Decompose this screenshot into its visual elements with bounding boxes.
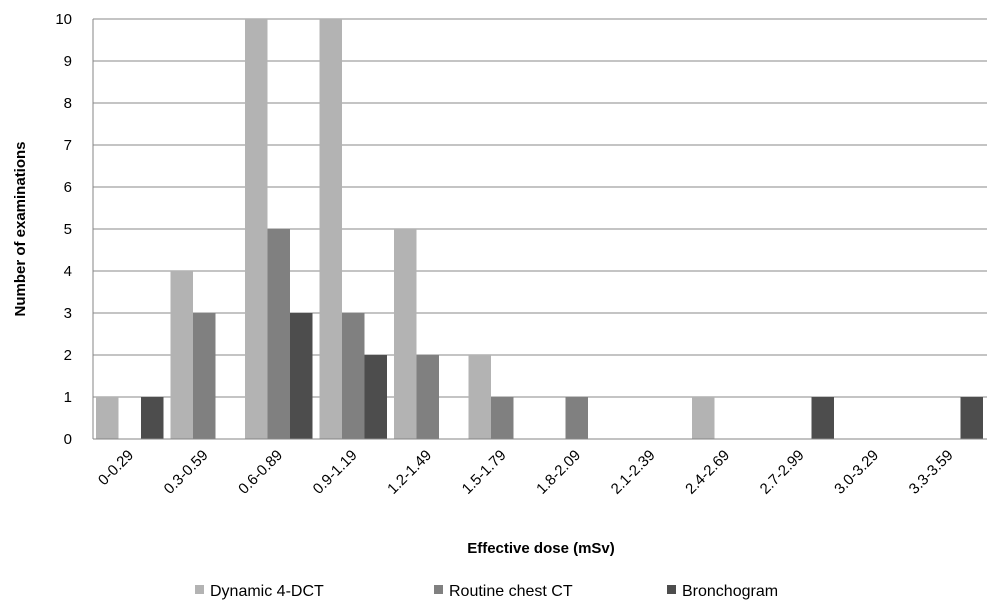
x-tick-labels: 0-0.29 0.3-0.59 0.6-0.89 0.9-1.19 1.2-1.49 1.…	[95, 447, 957, 498]
bar-routine-chest-ct-0.9-1.19	[342, 313, 365, 439]
x-tick-label: 0.3-0.59	[161, 447, 212, 498]
legend-label: Bronchogram	[682, 583, 778, 600]
x-tick-label: 1.8-2.09	[533, 447, 584, 498]
bar-bronchogram-2.7-2.99	[811, 397, 834, 439]
bars	[96, 19, 983, 439]
y-tick-label: 2	[64, 347, 72, 364]
y-tick-label: 8	[64, 95, 72, 112]
bar-dynamic-4-dct-0-0.29	[96, 397, 119, 439]
x-axis-title: Effective dose (mSv)	[467, 540, 615, 557]
x-tick-label: 0.9-1.19	[310, 447, 361, 498]
x-tick-label: 1.5-1.79	[459, 447, 510, 498]
y-tick-label: 1	[64, 389, 72, 406]
y-tick-labels: 0 1 2 3 4 5 6 7 8 9 10	[55, 11, 72, 448]
x-tick-label: 2.7-2.99	[757, 447, 808, 498]
bar-dynamic-4-dct-2.4-2.69	[692, 397, 715, 439]
bar-dynamic-4-dct-1.2-1.49	[394, 229, 417, 439]
gridlines	[93, 18, 987, 398]
bar-routine-chest-ct-1.8-2.09	[565, 397, 588, 439]
bar-routine-chest-ct-0.3-0.59	[193, 313, 216, 439]
bar-dynamic-4-dct-0.6-0.89	[245, 19, 268, 439]
legend-label: Routine chest CT	[449, 583, 573, 600]
y-tick-label: 4	[64, 263, 72, 280]
bar-dynamic-4-dct-1.5-1.79	[468, 355, 491, 439]
bar-bronchogram-0.9-1.19	[364, 355, 387, 439]
bar-routine-chest-ct-1.2-1.49	[416, 355, 439, 439]
legend-swatch	[667, 585, 676, 594]
x-tick-label: 2.4-2.69	[682, 447, 733, 498]
y-tick-label: 0	[64, 431, 72, 448]
y-tick-label: 7	[64, 137, 72, 154]
y-tick-label: 5	[64, 221, 72, 238]
bar-bronchogram-3.3-3.59	[960, 397, 983, 439]
bar-routine-chest-ct-0.6-0.89	[267, 229, 290, 439]
x-tick-label: 1.2-1.49	[384, 447, 435, 498]
y-tick-label: 10	[55, 11, 72, 28]
x-tick-label: 0-0.29	[95, 447, 137, 489]
legend: Dynamic 4-DCT Routine chest CT Bronchogram	[195, 583, 778, 600]
bar-dynamic-4-dct-0.9-1.19	[319, 19, 342, 439]
y-tick-label: 6	[64, 179, 72, 196]
y-axis-title: Number of examinations	[12, 141, 29, 316]
bar-bronchogram-0-0.29	[141, 397, 164, 439]
bar-dynamic-4-dct-0.3-0.59	[170, 271, 193, 439]
x-tick-label: 3.3-3.59	[906, 447, 957, 498]
y-tick-label: 3	[64, 305, 72, 322]
bar-routine-chest-ct-1.5-1.79	[491, 397, 514, 439]
legend-label: Dynamic 4-DCT	[210, 583, 324, 600]
x-tick-label: 3.0-3.29	[831, 447, 882, 498]
bar-bronchogram-0.6-0.89	[290, 313, 313, 439]
x-tick-label: 2.1-2.39	[608, 447, 659, 498]
y-tick-label: 9	[64, 53, 72, 70]
x-tick-label: 0.6-0.89	[235, 447, 286, 498]
legend-swatch	[434, 585, 443, 594]
legend-swatch	[195, 585, 204, 594]
